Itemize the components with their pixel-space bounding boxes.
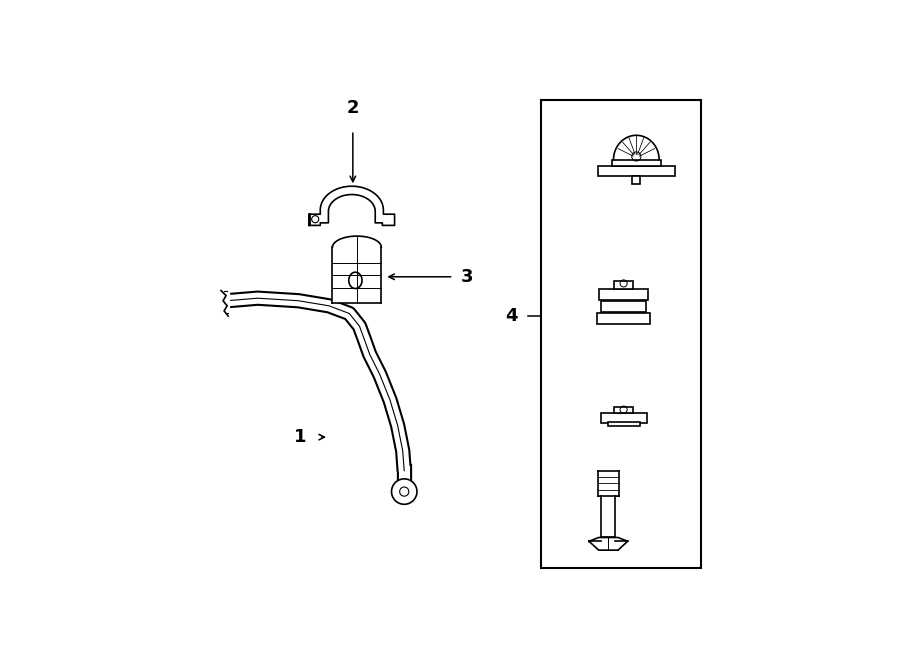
Text: 1: 1 xyxy=(293,428,306,446)
Text: 2: 2 xyxy=(346,100,359,118)
Bar xyxy=(601,496,616,537)
Bar xyxy=(601,301,646,312)
Bar xyxy=(633,176,641,184)
Polygon shape xyxy=(589,537,627,550)
Polygon shape xyxy=(216,286,229,321)
Bar xyxy=(599,288,648,299)
Bar xyxy=(597,313,650,324)
Circle shape xyxy=(392,479,417,504)
Text: 4: 4 xyxy=(505,307,518,325)
Bar xyxy=(541,100,701,568)
Bar xyxy=(615,281,633,288)
Bar xyxy=(600,412,646,423)
Bar xyxy=(615,407,633,412)
Bar xyxy=(598,166,674,176)
Bar xyxy=(611,160,662,166)
Polygon shape xyxy=(614,136,659,160)
Polygon shape xyxy=(332,236,382,247)
Bar xyxy=(332,247,382,303)
Polygon shape xyxy=(309,186,394,225)
Text: 3: 3 xyxy=(462,268,473,286)
Bar xyxy=(608,422,640,426)
